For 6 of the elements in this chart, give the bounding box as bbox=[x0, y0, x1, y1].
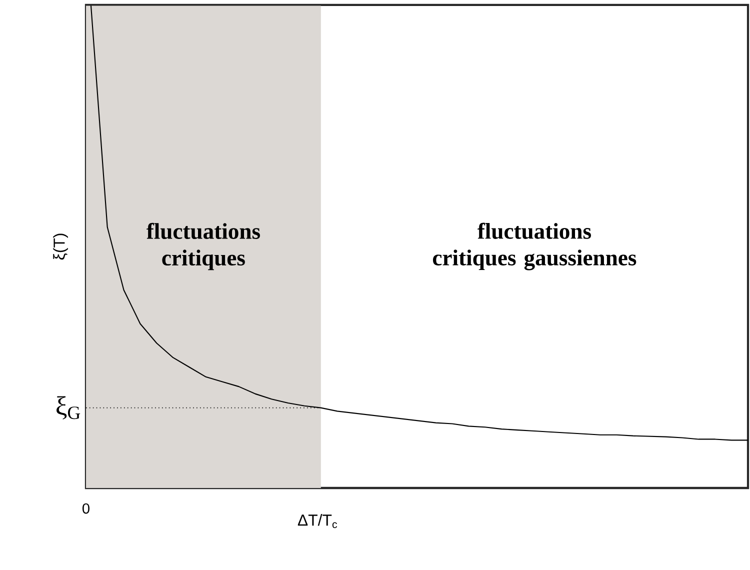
text: 0 bbox=[82, 503, 90, 514]
ref-line-label: ξ$_{G}$ bbox=[56, 396, 80, 420]
y-axis-title: ξ(T) bbox=[53, 234, 68, 260]
annotation: fluctuations critiques gaussiennes bbox=[432, 222, 636, 270]
annotation: fluctuations critiques bbox=[146, 222, 260, 270]
x-axis-title: ΔT/T$_{c}$ bbox=[298, 514, 338, 528]
